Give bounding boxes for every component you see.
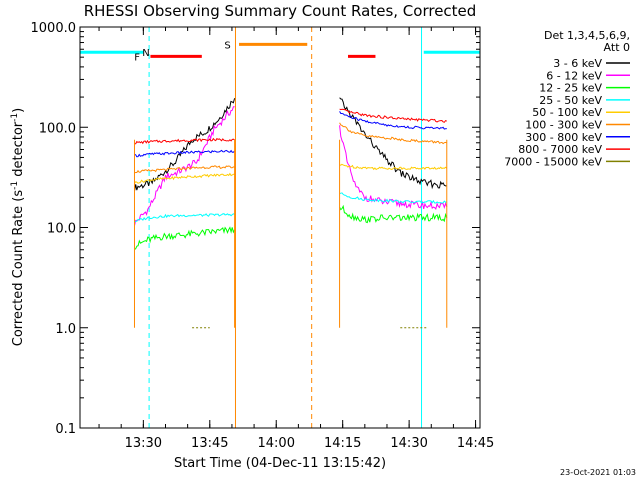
y-axis-label-end: ) [11, 108, 26, 113]
series-line-3-seg1 [134, 213, 235, 223]
x-tick-label-3: 14:15 [324, 436, 361, 451]
y-axis-label-sup1: -1 [10, 181, 20, 190]
y-axis-label-main: Corrected Count Rate (s [11, 190, 26, 347]
y-axis-label: Corrected Count Rate (s-1 detector-1) [10, 108, 26, 346]
y-axis-label-sup2: -1 [10, 113, 20, 122]
series-line-1-seg1 [134, 106, 235, 226]
y-tick-label-4: 0.1 [55, 422, 76, 437]
legend-label-7: 800 - 7000 keV [518, 143, 602, 156]
series-line-6-seg2 [339, 111, 447, 130]
legend-label-4: 50 - 100 keV [532, 106, 602, 119]
series-line-5-seg1 [134, 165, 235, 174]
series-line-4-seg2 [339, 163, 448, 171]
legend-label-2: 12 - 25 keV [539, 82, 602, 95]
y-tick-label-0: 1000.0 [31, 21, 77, 36]
y-axis-label-mid: detector [11, 121, 26, 181]
legend-header-line2: Att 0 [604, 41, 630, 54]
plot-frame [79, 26, 481, 429]
x-tick-label-5: 14:45 [457, 436, 494, 451]
chart-title: RHESSI Observing Summary Count Rates, Co… [84, 2, 477, 20]
legend-label-8: 7000 - 15000 keV [504, 155, 602, 168]
x-axis-label: Start Time (04-Dec-11 13:15:42) [174, 456, 386, 471]
timestamp: 23-Oct-2021 01:03 [560, 468, 636, 477]
flag-and-vline-layer: NF S [80, 27, 480, 428]
series-line-0-seg2 [339, 97, 447, 190]
x-tick-label-1: 13:45 [191, 436, 228, 451]
x-tick-label-0: 13:30 [125, 436, 162, 451]
y-tick-label-1: 100.0 [39, 121, 76, 136]
series-layer [133, 97, 448, 329]
series-line-6-seg1 [134, 149, 235, 158]
series-line-5-seg2 [339, 122, 447, 145]
series-line-1-seg2 [339, 125, 448, 211]
flag-label-f: F [134, 52, 140, 63]
series-line-4-seg1 [134, 172, 235, 184]
legend-label-6: 300 - 800 keV [525, 131, 602, 144]
series-line-3-seg2 [339, 192, 447, 204]
series-line-2-seg1 [134, 226, 236, 250]
series-line-7-seg1 [134, 137, 235, 145]
legend-header-line1: Det 1,3,4,5,6,9, [544, 29, 630, 42]
axis-layer: 1000.0 100.0 10.0 1.0 0.1 13:30 13:45 14:00 14:1… [31, 21, 495, 451]
y-tick-label-2: 10.0 [47, 222, 76, 237]
legend-label-3: 25 - 50 keV [539, 94, 602, 107]
legend-label-1: 6 - 12 keV [546, 69, 602, 82]
legend-label-0: 3 - 6 keV [553, 57, 602, 70]
series-line-7-seg2 [339, 108, 448, 123]
x-tick-label-4: 14:30 [390, 436, 427, 451]
x-tick-label-2: 14:00 [258, 436, 295, 451]
flag-label-n: N [142, 48, 149, 59]
y-tick-label-3: 1.0 [55, 322, 76, 337]
flag-label-s: S [224, 40, 230, 51]
series-line-2-seg2 [339, 204, 448, 224]
legend-label-5: 100 - 300 keV [525, 119, 602, 132]
